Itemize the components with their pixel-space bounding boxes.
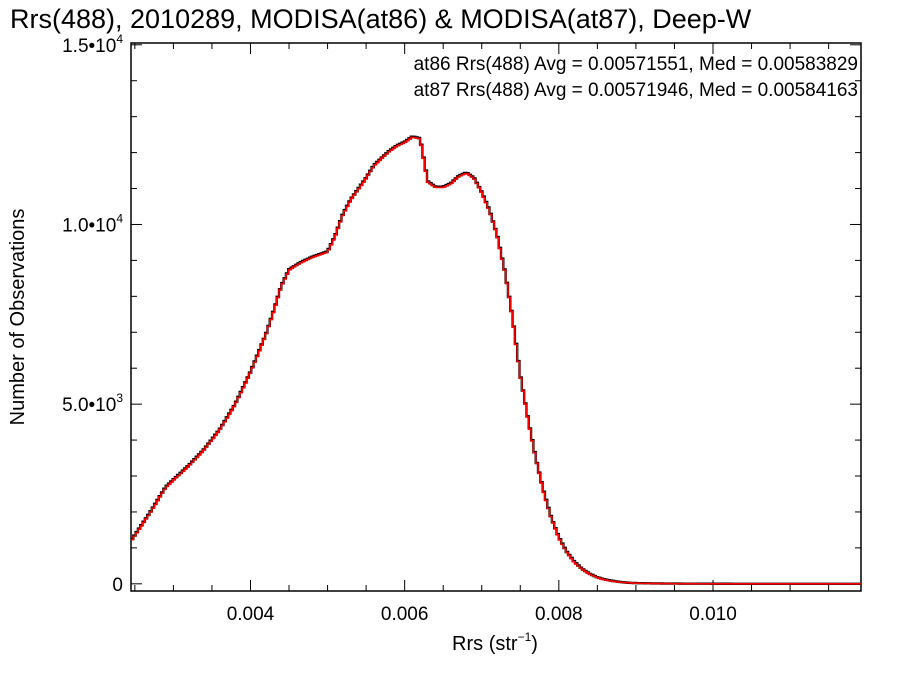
y-axis-label: Number of Observations [7, 209, 29, 426]
y-tick-label-exp: 4 [116, 211, 123, 225]
annotation-at87: at87 Rrs(488) Avg = 0.00571946, Med = 0.… [414, 80, 858, 101]
series-line-1 [131, 136, 861, 585]
plot-frame [130, 42, 862, 592]
x-axis-label: Rrs (str−1) [452, 630, 538, 655]
x-tick-label: 0.006 [381, 604, 429, 625]
x-tick-label: 0.008 [535, 604, 583, 625]
y-tick-label-base: 1.0•10 [62, 215, 116, 236]
series-line-0 [131, 135, 861, 586]
x-axis-label-tail: ) [531, 633, 538, 655]
x-axis-label-main: Rrs (str [452, 633, 518, 655]
y-tick-label-base: 5.0•10 [62, 395, 116, 416]
x-axis-label-sup: −1 [518, 630, 532, 644]
y-tick-label-base: 1.5•10 [62, 36, 116, 57]
x-tick-label: 0.010 [689, 604, 737, 625]
y-tick-label-base: 0 [112, 575, 123, 596]
chart-title: Rrs(488), 2010289, MODISA(at86) & MODISA… [10, 4, 752, 34]
x-tick-label: 0.004 [227, 604, 275, 625]
axis-ticks: 0.004 0.006 0.008 0.01005.0•1031.0•1041.5•1… [62, 32, 861, 625]
y-tick-label: 0 [112, 575, 123, 596]
annotation-at86: at86 Rrs(488) Avg = 0.00571551, Med = 0.… [414, 54, 858, 75]
y-tick-label: 1.5•104 [62, 32, 123, 57]
y-tick-label-exp: 3 [116, 391, 123, 405]
y-tick-label: 1.0•104 [62, 211, 123, 236]
y-tick-label-exp: 4 [116, 32, 123, 46]
series-layer [131, 135, 861, 586]
y-tick-label: 5.0•103 [62, 391, 123, 416]
